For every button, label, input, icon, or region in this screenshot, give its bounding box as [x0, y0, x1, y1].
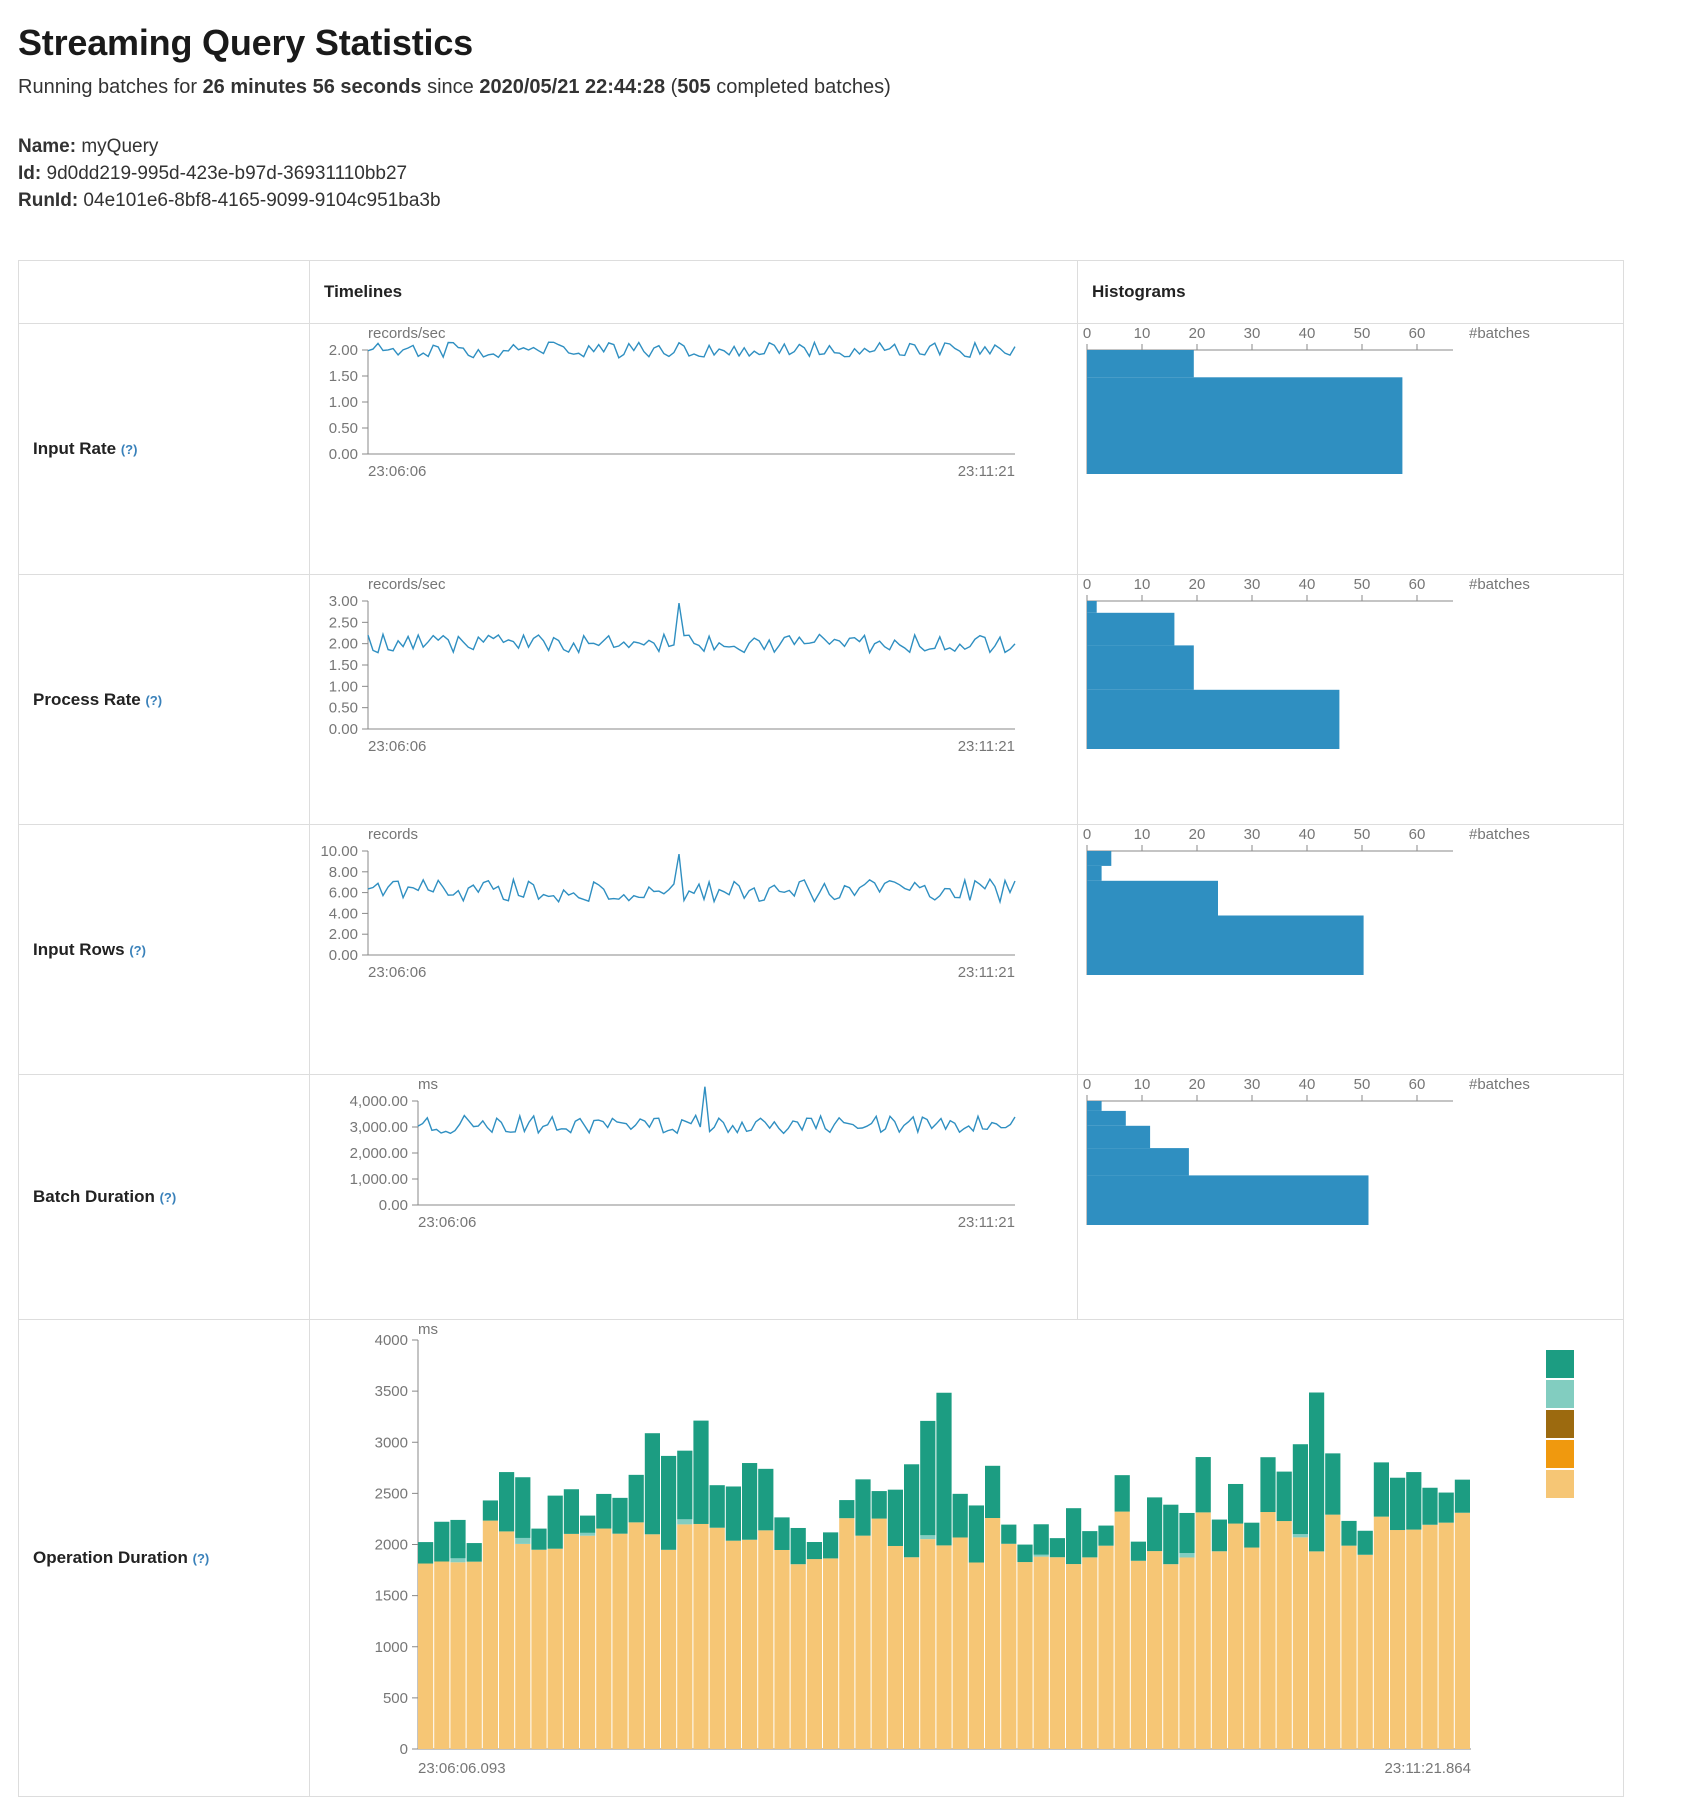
svg-text:ms: ms	[418, 1076, 438, 1093]
svg-text:40: 40	[1299, 1076, 1316, 1093]
svg-text:23:06:06: 23:06:06	[368, 964, 426, 981]
svg-text:60: 60	[1409, 1076, 1426, 1093]
svg-text:3.00: 3.00	[329, 593, 358, 610]
svg-text:4,000.00: 4,000.00	[350, 1093, 408, 1110]
svg-text:23:11:21: 23:11:21	[958, 463, 1015, 480]
svg-text:10: 10	[1134, 826, 1151, 843]
svg-text:1.00: 1.00	[329, 678, 358, 695]
svg-text:#batches: #batches	[1469, 576, 1530, 593]
svg-text:records: records	[368, 826, 418, 843]
svg-text:23:11:21: 23:11:21	[958, 1214, 1015, 1231]
svg-text:60: 60	[1409, 576, 1426, 593]
svg-text:10: 10	[1134, 325, 1151, 342]
svg-text:0.00: 0.00	[379, 1197, 408, 1214]
svg-text:20: 20	[1189, 826, 1206, 843]
svg-text:23:06:06: 23:06:06	[418, 1214, 476, 1231]
svg-text:2.00: 2.00	[329, 926, 358, 943]
svg-text:0: 0	[1083, 1076, 1091, 1093]
svg-text:10.00: 10.00	[320, 843, 358, 860]
svg-text:1000: 1000	[375, 1639, 408, 1656]
svg-text:1.00: 1.00	[329, 394, 358, 411]
svg-text:23:06:06.093: 23:06:06.093	[418, 1760, 506, 1777]
svg-text:0: 0	[1083, 826, 1091, 843]
svg-text:2.00: 2.00	[329, 636, 358, 653]
svg-text:10: 10	[1134, 1076, 1151, 1093]
svg-text:23:06:06: 23:06:06	[368, 463, 426, 480]
svg-text:2.50: 2.50	[329, 614, 358, 631]
svg-text:40: 40	[1299, 576, 1316, 593]
svg-text:30: 30	[1244, 826, 1261, 843]
svg-text:0.50: 0.50	[329, 420, 358, 437]
svg-text:0: 0	[400, 1741, 408, 1758]
svg-text:0.50: 0.50	[329, 700, 358, 717]
svg-text:20: 20	[1189, 325, 1206, 342]
svg-text:0: 0	[1083, 576, 1091, 593]
svg-text:30: 30	[1244, 325, 1261, 342]
svg-text:10: 10	[1134, 576, 1151, 593]
svg-text:#batches: #batches	[1469, 826, 1530, 843]
svg-text:2,000.00: 2,000.00	[350, 1145, 408, 1162]
svg-text:23:11:21.864: 23:11:21.864	[1385, 1760, 1471, 1777]
svg-text:1.50: 1.50	[329, 657, 358, 674]
svg-text:60: 60	[1409, 325, 1426, 342]
svg-text:20: 20	[1189, 1076, 1206, 1093]
svg-text:50: 50	[1354, 826, 1371, 843]
svg-text:30: 30	[1244, 576, 1261, 593]
svg-text:0.00: 0.00	[329, 721, 358, 738]
svg-text:40: 40	[1299, 325, 1316, 342]
svg-text:0.00: 0.00	[329, 446, 358, 463]
svg-text:4000: 4000	[375, 1332, 408, 1349]
svg-text:1.50: 1.50	[329, 368, 358, 385]
svg-text:23:11:21: 23:11:21	[958, 738, 1015, 755]
svg-text:20: 20	[1189, 576, 1206, 593]
svg-text:2.00: 2.00	[329, 342, 358, 359]
svg-text:3,000.00: 3,000.00	[350, 1119, 408, 1136]
svg-text:records/sec: records/sec	[368, 576, 446, 593]
svg-text:23:11:21: 23:11:21	[958, 964, 1015, 981]
svg-text:4.00: 4.00	[329, 905, 358, 922]
svg-text:50: 50	[1354, 576, 1371, 593]
svg-text:1,000.00: 1,000.00	[350, 1171, 408, 1188]
svg-text:#batches: #batches	[1469, 1076, 1530, 1093]
svg-text:30: 30	[1244, 1076, 1261, 1093]
svg-text:500: 500	[383, 1690, 408, 1707]
svg-text:ms: ms	[418, 1321, 438, 1338]
svg-text:records/sec: records/sec	[368, 325, 446, 342]
svg-text:3500: 3500	[375, 1383, 408, 1400]
svg-text:8.00: 8.00	[329, 864, 358, 881]
svg-text:60: 60	[1409, 826, 1426, 843]
svg-text:0: 0	[1083, 325, 1091, 342]
svg-text:50: 50	[1354, 325, 1371, 342]
svg-text:23:06:06: 23:06:06	[368, 738, 426, 755]
svg-text:3000: 3000	[375, 1434, 408, 1451]
svg-text:40: 40	[1299, 826, 1316, 843]
svg-text:1500: 1500	[375, 1588, 408, 1605]
svg-text:2000: 2000	[375, 1537, 408, 1554]
svg-text:#batches: #batches	[1469, 325, 1530, 342]
svg-text:6.00: 6.00	[329, 885, 358, 902]
svg-text:0.00: 0.00	[329, 947, 358, 964]
svg-text:50: 50	[1354, 1076, 1371, 1093]
svg-text:2500: 2500	[375, 1485, 408, 1502]
